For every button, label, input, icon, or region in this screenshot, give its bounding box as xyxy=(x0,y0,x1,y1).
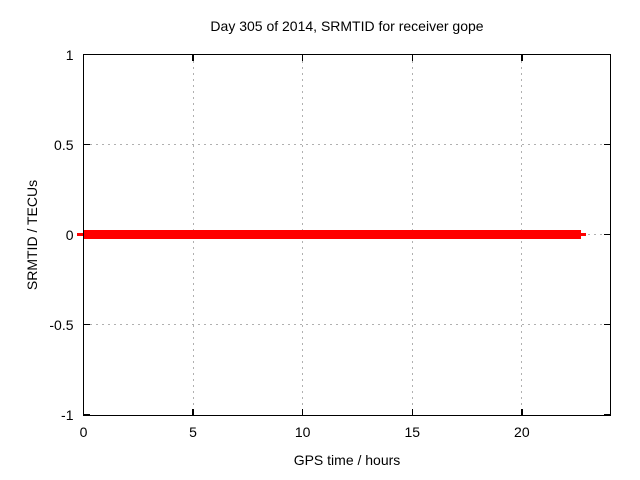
x-tick-top xyxy=(82,54,85,61)
chart-title: Day 305 of 2014, SRMTID for receiver gop… xyxy=(210,18,484,34)
x-tick-label: 5 xyxy=(189,423,197,440)
data-line-cap-left xyxy=(76,233,83,236)
x-tick-top xyxy=(411,54,413,61)
y-tick-label: 0.5 xyxy=(54,136,74,153)
y-tick-right xyxy=(603,413,610,416)
y-tick-right xyxy=(603,53,610,56)
y-axis-label: SRMTID / TECUs xyxy=(24,179,40,291)
x-tick-bottom xyxy=(521,408,523,415)
data-line xyxy=(83,230,581,239)
y-tick-left xyxy=(83,413,90,416)
y-tick-right xyxy=(603,323,610,326)
x-tick-label: 10 xyxy=(294,423,311,440)
data-line-cap-right xyxy=(581,233,586,236)
x-tick-top xyxy=(192,54,194,61)
x-tick-label: 15 xyxy=(404,423,421,440)
y-tick-label: 0 xyxy=(65,226,74,243)
x-axis-label: GPS time / hours xyxy=(293,452,401,468)
y-tick-right xyxy=(603,233,610,236)
x-tick-label: 20 xyxy=(514,423,530,440)
y-tick-label: 1 xyxy=(65,46,74,63)
plot-area: 0 5 10 15 20 -1 -0.5 0 0.5 1 xyxy=(49,47,611,440)
x-tick-bottom xyxy=(301,408,304,415)
y-tick-left xyxy=(83,53,90,56)
y-tick-right xyxy=(603,143,610,146)
x-tick-bottom xyxy=(82,408,85,415)
y-tick-left xyxy=(83,323,90,326)
x-tick-bottom xyxy=(411,408,413,415)
x-tick-label: 0 xyxy=(79,423,88,440)
y-tick-label: -0.5 xyxy=(49,316,74,333)
y-gridline xyxy=(83,324,610,325)
y-tick-left xyxy=(83,143,90,146)
x-tick-top xyxy=(521,54,523,61)
x-tick-bottom xyxy=(192,408,194,415)
y-tick-label: -1 xyxy=(61,406,74,423)
y-gridline xyxy=(83,144,610,145)
x-tick-top xyxy=(301,54,304,61)
